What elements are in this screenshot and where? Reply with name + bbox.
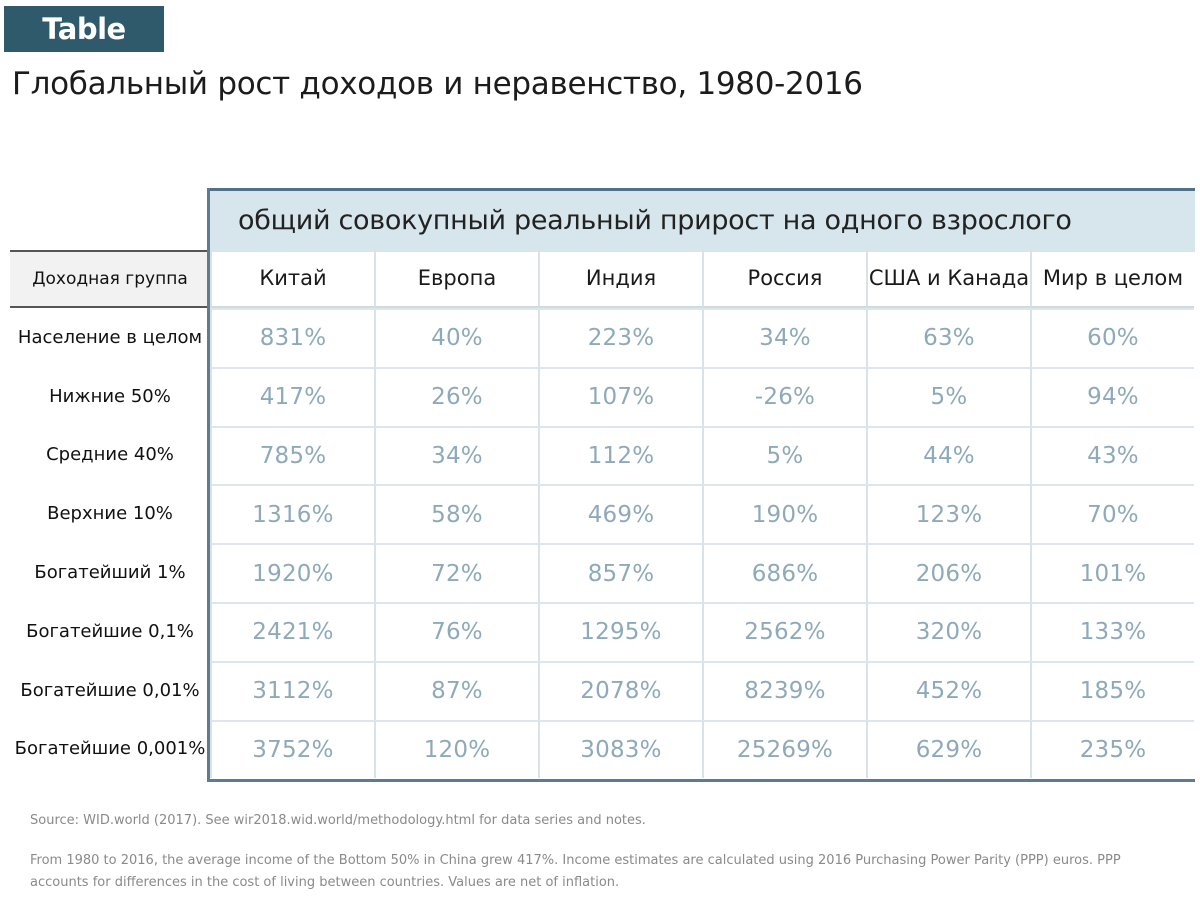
value-cell-india: 112%	[538, 425, 702, 485]
row-label: Верхние 10%	[47, 503, 173, 525]
value-cell-world: 185%	[1030, 660, 1194, 720]
value-cell-india: 2078%	[538, 660, 702, 720]
table-row: Средние 40% 785% 34% 112% 5% 44% 43%	[10, 425, 1195, 485]
row-label: Богатейший 1%	[34, 562, 186, 584]
value-cell-russia: 2562%	[702, 602, 866, 661]
table-bottom-rule	[207, 779, 1195, 782]
value-cell-europe: 76%	[374, 602, 538, 661]
value-cell-europe: 58%	[374, 484, 538, 544]
value-cell-india: 107%	[538, 366, 702, 426]
value-cell-europe: 87%	[374, 660, 538, 720]
row-label: Население в целом	[17, 326, 203, 348]
value-cell-india: 469%	[538, 484, 702, 544]
value-cell-europe: 26%	[374, 366, 538, 426]
row-label: Нижние 50%	[49, 385, 171, 407]
value-cell-india: 223%	[538, 308, 702, 367]
table-grid: Доходная группа Китай Европа Индия Росси…	[10, 250, 1195, 779]
value-cell-india: 1295%	[538, 602, 702, 661]
value-cell-world: 133%	[1030, 602, 1194, 661]
value-cell-china: 2421%	[210, 602, 374, 661]
income-growth-table: общий совокупный реальный прирост на одн…	[10, 188, 1195, 782]
value-cell-world: 60%	[1030, 308, 1194, 367]
value-cell-europe: 120%	[374, 719, 538, 779]
value-cell-usa-canada: 452%	[866, 660, 1030, 720]
value-cell-india: 3083%	[538, 719, 702, 779]
value-cell-europe: 72%	[374, 543, 538, 602]
column-header-europe: Европа	[374, 250, 538, 308]
value-cell-world: 94%	[1030, 366, 1194, 426]
value-cell-russia: -26%	[702, 366, 866, 426]
value-cell-usa-canada: 123%	[866, 484, 1030, 544]
value-cell-china: 3112%	[210, 660, 374, 720]
value-cell-russia: 25269%	[702, 719, 866, 779]
column-header-russia: Россия	[702, 250, 866, 308]
value-cell-usa-canada: 44%	[866, 425, 1030, 485]
value-cell-europe: 34%	[374, 425, 538, 485]
super-header-label: общий совокупный реальный прирост на одн…	[238, 205, 1072, 236]
column-header-usa-canada: США и Канада	[866, 250, 1030, 308]
page-title: Глобальный рост доходов и неравенство, 1…	[12, 66, 863, 102]
value-cell-world: 70%	[1030, 484, 1194, 544]
table-row: Нижние 50% 417% 26% 107% -26% 5% 94%	[10, 366, 1195, 426]
value-cell-china: 831%	[210, 308, 374, 367]
table-row: Богатейшие 0,01% 3112% 87% 2078% 8239% 452% 18…	[10, 660, 1195, 720]
value-cell-world: 101%	[1030, 543, 1194, 602]
table-row: Население в целом 831% 40% 223% 34% 63% 60%	[10, 308, 1195, 367]
value-cell-usa-canada: 63%	[866, 308, 1030, 367]
table-row: Богатейший 1% 1920% 72% 857% 686% 206% 101%	[10, 543, 1195, 602]
row-label: Средние 40%	[46, 444, 174, 466]
value-cell-usa-canada: 5%	[866, 366, 1030, 426]
table-row: Верхние 10% 1316% 58% 469% 190% 123% 70%	[10, 484, 1195, 544]
value-cell-europe: 40%	[374, 308, 538, 367]
table-row: Богатейшие 0,001% 3752% 120% 3083% 25269% 629…	[10, 719, 1195, 779]
value-cell-russia: 8239%	[702, 660, 866, 720]
footnote: From 1980 to 2016, the average income of…	[30, 853, 1121, 890]
value-cell-china: 417%	[210, 366, 374, 426]
value-cell-china: 1920%	[210, 543, 374, 602]
table-super-header: общий совокупный реальный прирост на одн…	[210, 188, 1195, 252]
value-cell-usa-canada: 206%	[866, 543, 1030, 602]
value-cell-china: 3752%	[210, 719, 374, 779]
row-header-label: Доходная группа	[10, 250, 210, 308]
table-number-badge: Table 2.1.1	[4, 6, 164, 92]
value-cell-russia: 686%	[702, 543, 866, 602]
column-header-china: Китай	[210, 250, 374, 308]
column-header-india: Индия	[538, 250, 702, 308]
value-cell-russia: 5%	[702, 425, 866, 485]
value-cell-world: 235%	[1030, 719, 1194, 779]
table-header-row: Доходная группа Китай Европа Индия Росси…	[10, 250, 1195, 308]
value-cell-usa-canada: 320%	[866, 602, 1030, 661]
table-row: Богатейшие 0,1% 2421% 76% 1295% 2562% 320% 133…	[10, 602, 1195, 661]
value-cell-world: 43%	[1030, 425, 1194, 485]
row-label: Богатейшие 0,01%	[20, 679, 200, 701]
row-label: Богатейшие 0,1%	[26, 620, 194, 642]
value-cell-china: 785%	[210, 425, 374, 485]
value-cell-russia: 34%	[702, 308, 866, 367]
value-cell-india: 857%	[538, 543, 702, 602]
value-cell-china: 1316%	[210, 484, 374, 544]
row-label: Богатейшие 0,001%	[14, 738, 206, 760]
column-header-world: Мир в целом	[1030, 250, 1194, 308]
source-note: Source: WID.world (2017). See wir2018.wi…	[30, 813, 646, 828]
table-vertical-rule	[207, 188, 210, 782]
value-cell-russia: 190%	[702, 484, 866, 544]
value-cell-usa-canada: 629%	[866, 719, 1030, 779]
